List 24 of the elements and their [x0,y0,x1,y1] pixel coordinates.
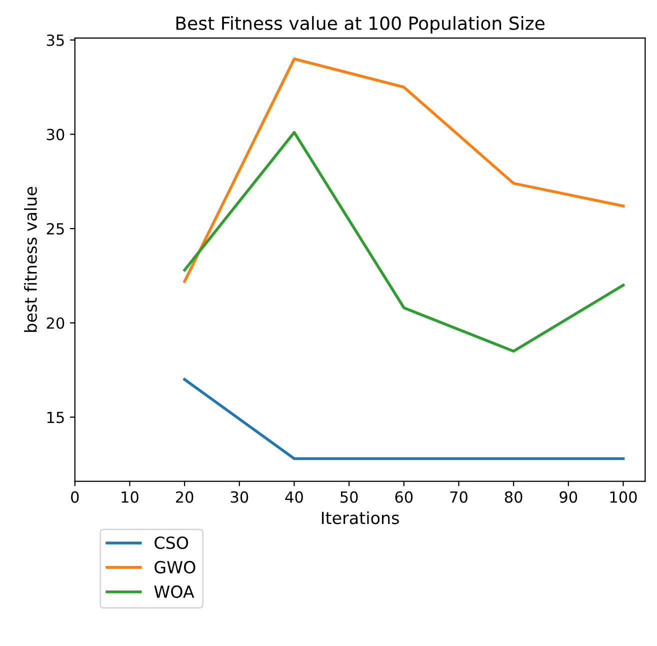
x-tick-label: 90 [560,491,578,503]
line-series [183,57,625,283]
x-tick-label: 100 [610,491,637,503]
x-tick-label: 50 [340,491,358,503]
x-tick-label: 0 [71,491,79,503]
chart-title: Best Fitness value at 100 Population Size [176,16,544,34]
legend-label: GWO [154,560,196,574]
y-tick-label: 35 [46,34,64,46]
x-tick-label: 30 [230,491,248,503]
x-tick-label: 80 [504,491,522,503]
x-tick-label: 20 [176,491,194,503]
x-axis-title: Iterations [322,511,399,524]
x-tick-label: 70 [450,491,468,503]
y-tick-label: 25 [46,223,64,235]
y-axis-title: best fitness value [24,186,37,332]
legend-label: CSO [154,536,188,550]
y-tick-label: 30 [46,128,64,140]
y-tick-label: 15 [47,412,64,424]
x-tick-label: 40 [285,491,303,503]
line-series [183,131,625,353]
x-tick-label: 10 [122,491,138,503]
y-tick-label: 20 [46,317,64,329]
x-tick-label: 60 [395,491,413,503]
legend-label: WOA [154,585,194,598]
